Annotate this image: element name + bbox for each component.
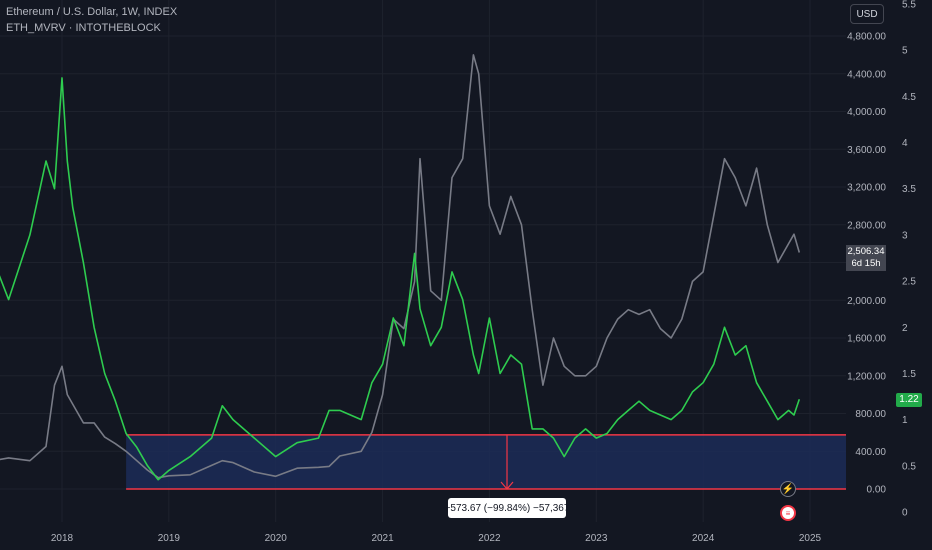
price-tick-label: 4,400.00: [847, 69, 886, 80]
price-series-line: [0, 54, 801, 479]
currency-button[interactable]: USD: [850, 4, 884, 24]
mvrv-tick-label: 5.5: [902, 0, 916, 11]
mvrv-tick-label: 2.5: [902, 277, 916, 288]
mvrv-tick-label: 0: [902, 508, 908, 519]
indicator-legend[interactable]: ETH_MVRV · INTOTHEBLOCK: [6, 22, 161, 34]
mvrv-tick-label: 1.5: [902, 369, 916, 380]
mvrv-tick-label: 5: [902, 46, 908, 57]
time-tick-label: 2019: [158, 533, 181, 544]
price-tick-label: 2,800.00: [847, 220, 886, 231]
price-tick-label: 4,800.00: [847, 32, 886, 43]
time-tick-label: 2022: [478, 533, 501, 544]
mvrv-tick-label: 2: [902, 323, 908, 334]
time-tick-label: 2021: [371, 533, 394, 544]
flash-icon[interactable]: ⚡: [780, 481, 796, 497]
price-tick-label: 1,600.00: [847, 334, 886, 345]
mvrv-tick-label: 3: [902, 230, 908, 241]
price-tick-label: 400.00: [855, 447, 886, 458]
mvrv-last-value-tag: 1.22: [896, 393, 922, 407]
last-price-value: 2,506.34: [847, 246, 885, 257]
us-flag-event-icon[interactable]: ≡: [780, 505, 796, 521]
mvrv-tick-label: 0.5: [902, 461, 916, 472]
price-tick-label: 1,200.00: [847, 371, 886, 382]
price-tick-label: 0.00: [867, 485, 887, 496]
measure-label: −573.67 (−99.84%) −57,367: [445, 498, 569, 518]
band-fill: [126, 434, 847, 489]
time-tick-label: 2025: [799, 533, 822, 544]
last-price-tag: 2,506.34 6d 15h: [846, 245, 886, 271]
mvrv-series-line: [0, 77, 801, 481]
measure-arrow-head: [500, 481, 514, 490]
time-tick-label: 2018: [51, 533, 74, 544]
measure-arrow: [500, 434, 514, 490]
price-tick-label: 3,200.00: [847, 183, 886, 194]
mvrv-tick-label: 3.5: [902, 184, 916, 195]
time-axis[interactable]: 2018 2019 2020 2021 2022 2023 2024 2025: [51, 533, 822, 544]
bar-countdown: 6d 15h: [851, 258, 881, 269]
mvrv-tick-label: 1: [902, 415, 908, 426]
mvrv-axis[interactable]: 5.5 5 4.5 4 3.5 3 2.5 2 1.5 1 0.5 0: [902, 0, 916, 519]
mvrv-tick-label: 4: [902, 138, 908, 149]
time-tick-label: 2020: [265, 533, 288, 544]
price-tick-label: 4,000.00: [847, 107, 886, 118]
series-lines: [0, 54, 801, 481]
price-tick-label: 800.00: [855, 409, 886, 420]
time-tick-label: 2024: [692, 533, 715, 544]
price-tick-label: 3,600.00: [847, 145, 886, 156]
highlight-band: [126, 434, 847, 490]
price-tick-label: 2,000.00: [847, 296, 886, 307]
mvrv-tick-label: 4.5: [902, 92, 916, 103]
time-tick-label: 2023: [585, 533, 608, 544]
main-series-legend[interactable]: Ethereum / U.S. Dollar, 1W, INDEX: [6, 6, 178, 18]
